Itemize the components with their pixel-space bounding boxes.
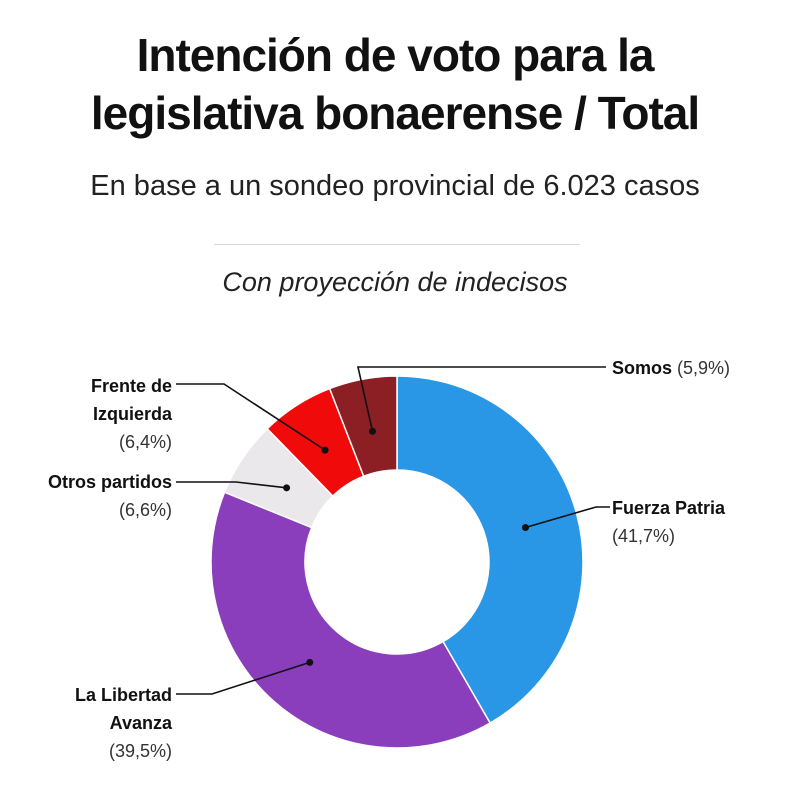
label-la-libertad-avanza: La Libertad Avanza (39,5%): [30, 681, 172, 765]
label-fit-name-2: Izquierda: [92, 404, 172, 424]
slice-somos: [328, 375, 398, 478]
chart-title: Intención de voto para la legislativa bo…: [0, 26, 790, 142]
chart-note: Con proyección de indecisos: [222, 267, 568, 297]
leader-somos: [356, 366, 606, 432]
label-fuerza-patria: Fuerza Patria (41,7%): [612, 494, 725, 550]
leader-dot-fit: [321, 446, 329, 454]
label-lla-name-1: La Libertad: [74, 685, 172, 705]
leader-lla: [176, 661, 310, 695]
divider: [214, 244, 580, 245]
label-fit-name-1: Frente de: [90, 376, 172, 396]
label-fuerza-value: (41,7%): [612, 526, 676, 546]
leader-dot-fuerza: [521, 524, 529, 532]
label-somos: Somos (5,9%): [612, 354, 730, 382]
leader-fuerza: [525, 506, 610, 529]
leader-otros: [176, 481, 287, 489]
slice-fuerza: [396, 375, 584, 725]
label-fuerza-name: Fuerza Patria: [612, 498, 726, 518]
leader-dot-otros: [283, 484, 291, 492]
label-otros-name: Otros partidos: [47, 472, 172, 492]
label-lla-value: (39,5%): [108, 741, 172, 761]
label-frente-izquierda: Frente de Izquierda (6,4%): [30, 372, 172, 456]
chart-subtitle: En base a un sondeo provincial de 6.023 …: [90, 170, 700, 202]
leader-dot-somos: [369, 427, 377, 435]
label-lla-name-2: Avanza: [109, 713, 172, 733]
chart-title-line-1: Intención de voto para la: [136, 29, 655, 81]
label-otros-partidos: Otros partidos (6,6%): [10, 468, 172, 524]
leader-fit: [176, 383, 326, 451]
leader-lines: [176, 366, 610, 695]
chart-title-line-2: legislativa bonaerense / Total: [90, 87, 700, 139]
donut-slices: [210, 375, 584, 749]
slice-lla: [210, 491, 492, 749]
leader-dot-lla: [306, 658, 314, 666]
label-somos-name: Somos: [612, 358, 673, 378]
label-otros-value: (6,6%): [118, 500, 172, 520]
label-fit-value: (6,4%): [118, 432, 172, 452]
label-somos-value: (5,9%): [677, 358, 731, 378]
